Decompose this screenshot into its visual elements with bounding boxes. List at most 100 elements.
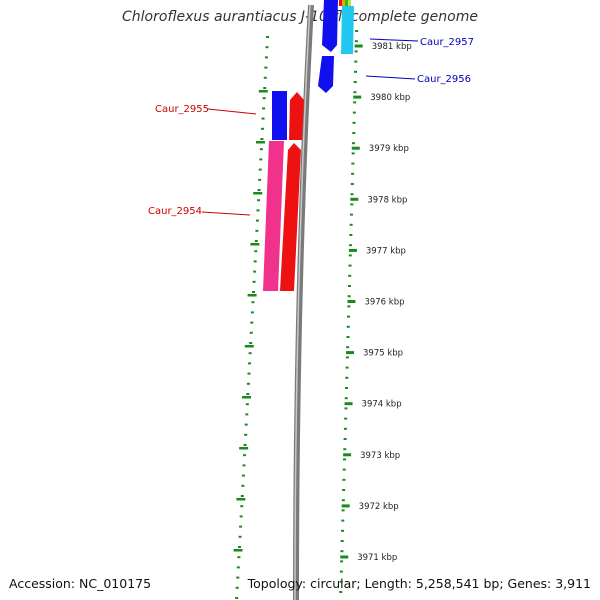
outer-ring-dot (354, 40, 358, 43)
outer-ring-dot (351, 152, 355, 155)
gene-label-caur-2956: Caur_2956 (417, 74, 471, 85)
inner-ring-major-tick (253, 192, 263, 195)
inner-ring-dot (264, 56, 268, 59)
inner-ring-major-tick (258, 90, 268, 93)
inner-ring-major-tick (244, 345, 254, 348)
connector-caur-2955 (207, 108, 257, 115)
inner-ring-dot (236, 576, 240, 579)
outer-ring-dot (350, 193, 354, 196)
outer-ring-dot (351, 162, 355, 165)
inner-ring-dot (245, 403, 249, 406)
kbp-tick-mark (341, 504, 350, 508)
outer-ring-dot (340, 560, 344, 563)
inner-ring-major-tick (233, 549, 243, 552)
kbp-tick-mark (343, 453, 352, 457)
outer-ring-dot (348, 264, 352, 267)
kbp-tick-label: 3977 kbp (366, 246, 406, 256)
gene-caur-2957-blue (322, 0, 338, 52)
kbp-tick-label: 3979 kbp (369, 144, 409, 154)
kbp-tick-mark (351, 146, 360, 150)
outer-ring-dot (342, 468, 346, 471)
kbp-tick-mark (346, 351, 355, 355)
inner-ring-dot (263, 76, 267, 79)
gene-feature-sliver-a (342, 0, 345, 6)
outer-ring-dot (341, 509, 345, 512)
gene-feature-sliver-b (345, 0, 348, 6)
inner-ring-major-tick (236, 498, 246, 501)
map-title: Chloroflexus aurantiacus J-10-fl, comple… (122, 9, 478, 25)
connector-caur-2956 (365, 75, 416, 80)
outer-ring-dot (343, 448, 347, 451)
kbp-tick-label: 3978 kbp (367, 195, 407, 205)
inner-ring-dot (243, 454, 247, 457)
outer-ring-dot (346, 325, 350, 328)
inner-ring-dot (242, 464, 246, 467)
inner-ring-dot (241, 474, 245, 477)
inner-ring-dot (264, 66, 268, 69)
inner-ring-dot (253, 260, 257, 263)
gene-feature-sliver-c (348, 0, 351, 6)
outer-ring-dot (340, 529, 344, 532)
inner-ring-dot (247, 372, 251, 375)
outer-ring-dot (346, 336, 350, 338)
outer-ring-dot (350, 183, 354, 185)
inner-ring-dot (254, 240, 258, 242)
gene-caur-2955-blue (272, 91, 287, 140)
gene-label-caur-2955: Caur_2955 (155, 104, 209, 115)
inner-ring-dot (237, 556, 241, 559)
outer-ring-dot (339, 570, 343, 573)
inner-ring-dot (262, 97, 266, 100)
kbp-tick-label: 3974 kbp (362, 400, 402, 410)
kbp-tick-label: 3973 kbp (360, 451, 400, 461)
outer-ring-dot (345, 387, 349, 389)
inner-ring-major-tick (239, 447, 249, 450)
topology-text: Topology: circular; Length: 5,258,541 bp… (247, 576, 591, 591)
inner-ring-dot (248, 362, 252, 365)
inner-ring-dot (237, 546, 241, 548)
inner-ring-dot (246, 382, 250, 385)
kbp-tick-label: 3976 kbp (364, 298, 404, 308)
inner-ring-dot (250, 321, 254, 324)
outer-ring-dot (345, 356, 349, 359)
gene-caur-2954-red (280, 143, 301, 291)
outer-ring-dot (346, 346, 350, 349)
outer-ring-dot (353, 81, 357, 83)
kbp-tick-label: 3981 kbp (372, 42, 412, 52)
connector-caur-2954 (201, 211, 251, 216)
outer-ring-dot (344, 407, 348, 410)
outer-ring-dot (345, 376, 349, 379)
gene-caur-2956 (318, 56, 334, 93)
kbp-tick-mark (353, 95, 362, 99)
outer-ring-dot (349, 234, 353, 236)
outer-ring-dot (343, 458, 347, 461)
outer-ring-dot (341, 499, 345, 502)
inner-ring-dot (245, 413, 249, 416)
outer-ring-dot (343, 427, 347, 430)
inner-ring-dot (250, 311, 254, 314)
inner-ring-dot (244, 433, 248, 436)
gene-labels: Caur_2957 Caur_2956 Caur_2955 Caur_2954 (148, 37, 474, 217)
outer-ring-dot (353, 91, 357, 94)
inner-ring-dot (241, 484, 245, 487)
genome-backbone-highlight (294, 4, 311, 600)
inner-ring-dot (236, 566, 240, 569)
outer-ring-dot (355, 30, 359, 32)
outer-ring-dot (341, 519, 345, 522)
outer-ring-dot (342, 478, 346, 481)
kbp-tick-label: 3980 kbp (370, 93, 410, 103)
outer-ring-dot (354, 60, 358, 63)
kbp-tick-mark (348, 248, 357, 252)
outer-ring-dot (347, 285, 351, 287)
outer-ring-dot (343, 438, 347, 440)
inner-ring-dot (240, 505, 244, 508)
outer-ring-dot (352, 111, 356, 114)
inner-ring-dot (240, 495, 244, 497)
gene-caur-2955-red (289, 92, 304, 140)
kbp-tick-label: 3971 kbp (357, 553, 397, 563)
gene-label-caur-2954: Caur_2954 (148, 206, 202, 217)
inner-ring-dot (262, 107, 266, 110)
inner-ring-dot (239, 515, 243, 518)
kbp-tick-mark (350, 197, 359, 201)
inner-ring-dot (243, 444, 247, 446)
